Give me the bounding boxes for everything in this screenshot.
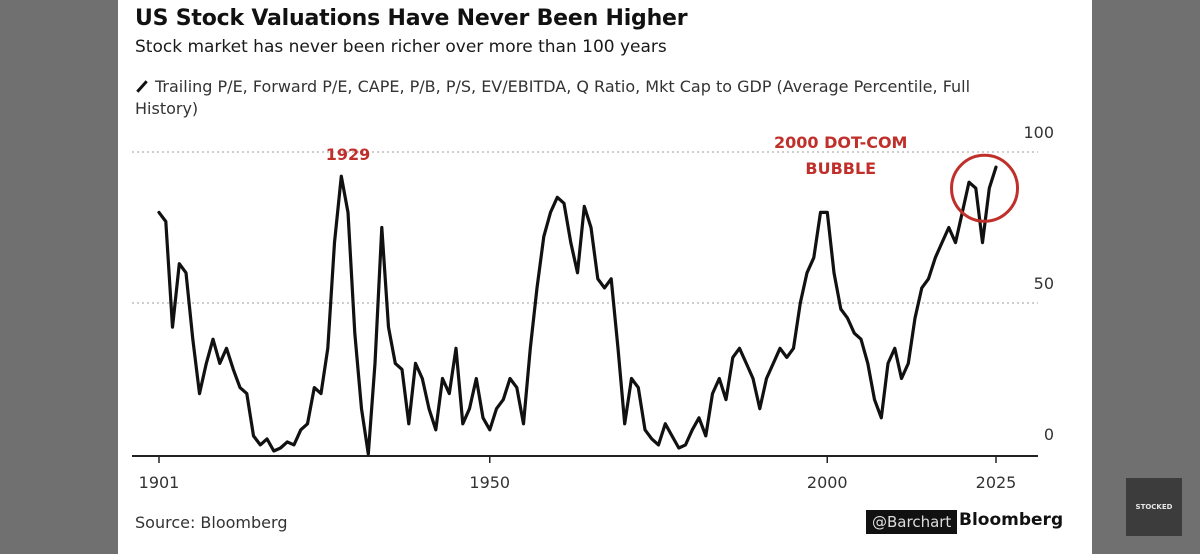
x-tick-label-2000: 2000 [807,473,848,492]
line-chart: 1901 1950 2000 2025 0 50 100 1929 2000 DOT-CO… [132,123,1054,492]
right-letterbox [1092,0,1200,554]
legend: Trailing P/E, Forward P/E, CAPE, P/B, P/… [135,76,1015,120]
gridlines [132,151,1038,304]
annotation-1929: 1929 [326,145,371,164]
channel-watermark: STOCKED [1126,478,1182,536]
chart-subtitle: Stock market has never been richer over … [135,37,667,57]
series-line-0 [157,165,998,456]
barchart-credit: @Barchart [866,510,958,534]
y-tick-labels: 0 50 100 [1023,123,1054,444]
left-letterbox [0,0,118,554]
series-lines [157,165,998,456]
x-tick-label-1950: 1950 [469,473,510,492]
y-tick-label-0: 0 [1044,425,1054,444]
annotation-highlight-circle [950,153,1020,223]
source-note: Source: Bloomberg [135,513,288,532]
x-axis [132,455,1038,463]
y-tick-label-50: 50 [1034,274,1054,293]
x-tick-label-2025: 2025 [976,473,1017,492]
y-tick-label-100: 100 [1023,123,1054,142]
bloomberg-logo: Bloomberg [959,510,1064,530]
annotation-dotcom-line1: 2000 DOT-COM [774,133,907,152]
annotation-dotcom-line2: BUBBLE [805,159,876,178]
x-tick-labels: 1901 1950 2000 2025 [139,473,1017,492]
x-tick-label-1901: 1901 [139,473,180,492]
chart-card: US Stock Valuations Have Never Been High… [118,0,1092,554]
chart-title: US Stock Valuations Have Never Been High… [135,6,688,31]
annotations: 1929 2000 DOT-COM BUBBLE [326,133,1020,223]
legend-label: Trailing P/E, Forward P/E, CAPE, P/B, P/… [135,77,971,118]
